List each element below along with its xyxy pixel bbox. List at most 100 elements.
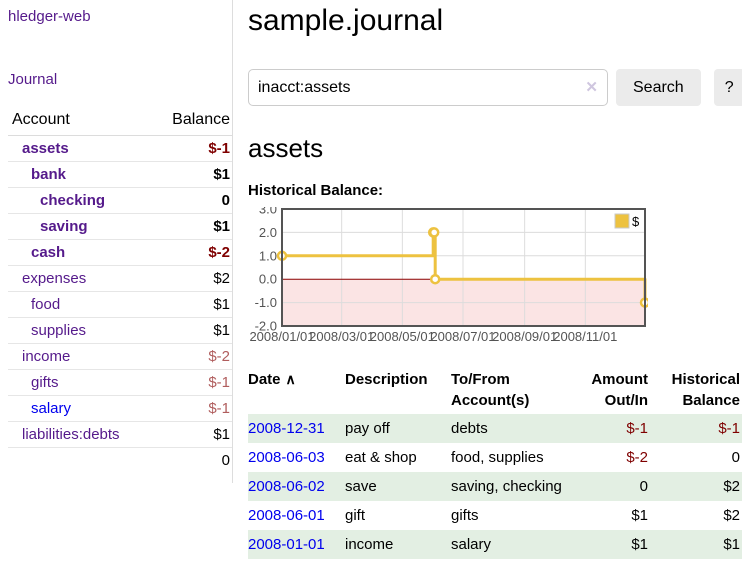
- account-link[interactable]: expenses: [22, 270, 87, 287]
- account-balance: $-2: [150, 343, 232, 370]
- register-description-cell: pay off: [345, 420, 390, 437]
- y-tick-label: 0.0: [259, 272, 277, 287]
- register-accounts-cell: salary: [451, 536, 492, 553]
- clear-search-icon[interactable]: ✕: [585, 79, 598, 96]
- transaction-date-link[interactable]: 2008-06-03: [248, 449, 325, 466]
- account-balance: $2: [150, 265, 232, 292]
- accounts-header-account: Account: [8, 108, 151, 136]
- x-tick-label: 2008/01/01: [249, 329, 314, 344]
- register-header-balance: Historical Balance: [671, 371, 740, 409]
- search-button[interactable]: Search: [616, 69, 701, 106]
- account-balance: $-1: [150, 369, 232, 396]
- register-balance-cell: $1: [723, 536, 740, 553]
- account-row: assets $-1: [8, 135, 232, 162]
- search-form: ✕ Search ?: [248, 69, 742, 106]
- register-amount-cell: $1: [631, 507, 648, 524]
- account-row: income $-2: [8, 343, 232, 370]
- account-link[interactable]: liabilities:debts: [22, 426, 120, 443]
- transaction-date-link[interactable]: 2008-01-01: [248, 536, 325, 553]
- account-row: checking 0: [8, 187, 232, 214]
- help-button[interactable]: ?: [713, 69, 742, 106]
- account-link[interactable]: cash: [31, 244, 66, 261]
- data-point-marker: [428, 227, 440, 238]
- register-description-cell: gift: [345, 507, 366, 524]
- register-accounts-cell: gifts: [451, 507, 479, 524]
- register-balance-cell: $-1: [718, 420, 740, 437]
- register-body: 2008-12-31 pay off debts $-1 $-1 2008-06-03 ea…: [248, 414, 742, 559]
- account-name-cell: salary: [8, 395, 151, 422]
- page-title: sample.journal: [248, 4, 444, 37]
- y-tick-label: 1.0: [259, 248, 277, 263]
- account-balance: $-1: [150, 395, 232, 422]
- register-date-cell: 2008-01-01: [248, 530, 345, 559]
- account-name-cell: checking: [8, 187, 151, 214]
- account-balance: $1: [150, 291, 232, 318]
- account-heading: assets: [248, 133, 324, 163]
- account-name-cell: bank: [8, 161, 151, 188]
- account-link[interactable]: gifts: [31, 374, 59, 391]
- sidebar: hledger-web Journal Account Balance asse…: [0, 0, 233, 483]
- account-name-cell: supplies: [8, 317, 151, 344]
- register-balance-cell: 0: [731, 449, 740, 466]
- account-row: cash $-2: [8, 239, 232, 266]
- account-link[interactable]: saving: [40, 218, 88, 235]
- register-header-date[interactable]: Date ∧: [248, 371, 296, 388]
- account-row: saving $1: [8, 213, 232, 240]
- account-balance: $1: [150, 317, 232, 344]
- register-amount-cell: 0: [639, 478, 648, 495]
- account-link[interactable]: income: [22, 348, 71, 365]
- legend-swatch: [614, 213, 630, 229]
- hledger-web-app: hledger-web Journal Account Balance asse…: [0, 0, 742, 559]
- accounts-table: Account Balance assets $-1 bank $1 checking 0…: [8, 108, 232, 473]
- accounts-header-balance: Balance: [150, 108, 232, 136]
- account-link[interactable]: salary: [31, 400, 72, 417]
- account-name-cell: liabilities:debts: [8, 421, 151, 448]
- register-header-description: Description: [345, 371, 428, 388]
- transaction-date-link[interactable]: 2008-06-01: [248, 507, 325, 524]
- register-date-cell: 2008-06-01: [248, 501, 345, 530]
- account-row: expenses $2: [8, 265, 232, 292]
- register-header-amount: Amount Out/In: [591, 371, 648, 409]
- account-row: bank $1: [8, 161, 232, 188]
- app-title-link[interactable]: hledger-web: [8, 8, 91, 25]
- account-name-cell: saving: [8, 213, 151, 240]
- account-link[interactable]: assets: [22, 140, 69, 157]
- chart-canvas: $3.0 2.0 1.0 0.0 -1.0 -2.02008/01/012008/03/0…: [249, 202, 651, 344]
- accounts-total-spacer: [8, 447, 151, 473]
- account-link[interactable]: checking: [40, 192, 106, 209]
- account-row: liabilities:debts $1: [8, 421, 232, 448]
- register-header-accounts: To/From Account(s): [451, 371, 530, 409]
- account-name-cell: gifts: [8, 369, 151, 396]
- sidebar-item-journal[interactable]: Journal: [8, 71, 58, 88]
- account-row: salary $-1: [8, 395, 232, 422]
- register-accounts-cell: saving, checking: [451, 478, 562, 495]
- account-balance: $-1: [150, 135, 232, 162]
- register-description-cell: income: [345, 536, 394, 553]
- account-balance: $1: [150, 161, 232, 188]
- register-amount-cell: $-2: [626, 449, 648, 466]
- transaction-date-link[interactable]: 2008-12-31: [248, 420, 325, 437]
- accounts-total-value: 0: [150, 447, 232, 473]
- register-description-cell: save: [345, 478, 377, 495]
- search-input[interactable]: [248, 69, 608, 106]
- register-amount-cell: $-1: [626, 420, 648, 437]
- account-link[interactable]: bank: [31, 166, 67, 183]
- register-accounts-cell: food, supplies: [451, 449, 544, 466]
- account-name-cell: income: [8, 343, 151, 370]
- legend-label: $: [632, 214, 640, 229]
- account-row: food $1: [8, 291, 232, 318]
- historical-balance-chart: $3.0 2.0 1.0 0.0 -1.0 -2.0 2008/01/01 2008/03/0…: [248, 202, 742, 352]
- account-link[interactable]: food: [31, 296, 61, 313]
- account-link[interactable]: supplies: [31, 322, 87, 339]
- transaction-date-link[interactable]: 2008-06-02: [248, 478, 325, 495]
- x-tick-label: 2008/07/01: [430, 329, 495, 344]
- register-date-cell: 2008-06-02: [248, 472, 345, 501]
- account-balance: 0: [150, 187, 232, 214]
- register-row: 2008-12-31 pay off debts $-1 $-1: [248, 414, 742, 443]
- account-name-cell: food: [8, 291, 151, 318]
- register-row: 2008-06-03 eat & shop food, supplies $-2 0: [248, 443, 742, 472]
- register-row: 2008-06-01 gift gifts $1 $2: [248, 501, 742, 530]
- register-date-cell: 2008-12-31: [248, 414, 345, 443]
- sort-ascending-icon: ∧: [285, 371, 296, 387]
- x-tick-label: 2008/09/01: [492, 329, 557, 344]
